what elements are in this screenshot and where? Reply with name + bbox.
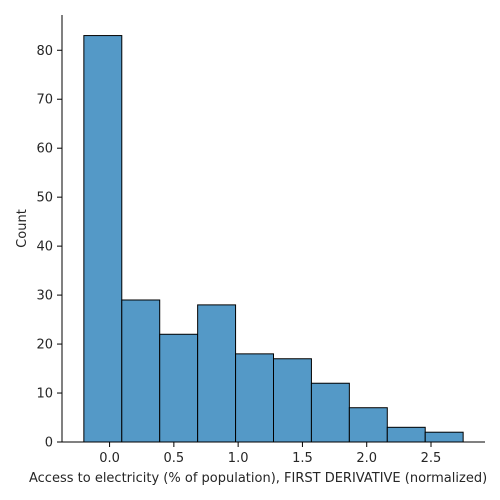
y-tick-label: 30	[36, 289, 53, 304]
histogram-bar	[83, 35, 123, 443]
x-axis-ticks: 0.0 0.5 1.0 1.5 2.0 2.5	[99, 442, 441, 466]
y-tick-label: 20	[36, 338, 53, 353]
y-tick-label: 50	[36, 191, 53, 206]
y-tick-label: 10	[36, 387, 53, 402]
x-tick-label: 2.0	[356, 451, 377, 466]
y-tick-label: 70	[36, 93, 53, 108]
histogram-bar	[273, 358, 312, 443]
histogram-bar	[348, 407, 388, 443]
y-tick-label: 60	[36, 142, 53, 157]
y-tick-label: 80	[36, 44, 53, 59]
y-axis-ticks: 0 10 20 30 40 50 60 70 80	[36, 44, 62, 451]
histogram-bar	[386, 426, 426, 443]
y-axis-label: Count	[15, 209, 30, 248]
x-tick-label: 0.5	[164, 451, 185, 466]
x-axis-label: Access to electricity (% of population),…	[29, 471, 487, 486]
histogram-bar	[121, 299, 161, 443]
histogram-bar	[424, 431, 464, 443]
histogram-bar	[197, 304, 237, 443]
bars-group	[83, 35, 464, 443]
histogram-bar	[159, 333, 199, 443]
histogram-bar	[235, 353, 274, 443]
y-tick-label: 40	[36, 240, 53, 255]
x-tick-label: 1.0	[228, 451, 249, 466]
y-tick-label: 0	[45, 436, 53, 451]
histogram-bar	[310, 382, 350, 443]
x-tick-label: 0.0	[99, 451, 120, 466]
x-tick-label: 1.5	[292, 451, 313, 466]
x-tick-label: 2.5	[421, 451, 442, 466]
